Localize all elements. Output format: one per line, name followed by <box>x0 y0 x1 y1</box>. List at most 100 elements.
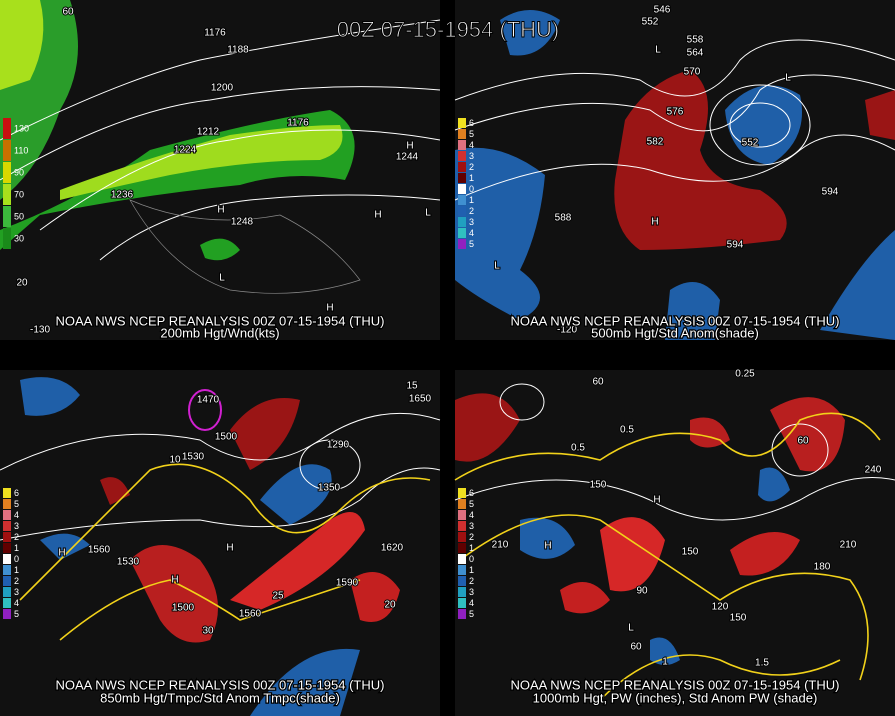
anomaly-shade <box>350 572 400 622</box>
contour-label: 1500 <box>215 432 238 443</box>
contour-label: 60 <box>62 7 74 18</box>
colorbar-label: 2 <box>469 576 474 586</box>
colorbar-swatch <box>3 554 11 564</box>
contour-label: 1224 <box>174 145 197 156</box>
colorbar-swatch <box>458 129 466 139</box>
colorbar-swatch <box>458 206 466 216</box>
caption: NOAA NWS NCEP REANALYSIS 00Z 07-15-1954 … <box>511 313 840 328</box>
anomaly-shade <box>820 230 895 340</box>
colorbar-swatch <box>3 140 11 161</box>
colorbar-label: 2 <box>469 206 474 216</box>
colorbar-label: 4 <box>469 228 474 238</box>
colorbar-label: 30 <box>14 233 24 243</box>
anomaly-shade <box>455 393 520 462</box>
contour-label: 60 <box>592 377 604 388</box>
colorbar-swatch <box>3 598 11 608</box>
colorbar-label: 1 <box>14 565 19 575</box>
contour-label: 1560 <box>239 609 262 620</box>
contour-label: 10 <box>169 455 181 466</box>
colorbar-label: 50 <box>14 211 24 221</box>
colorbar-label: 1 <box>469 173 474 183</box>
colorbar-swatch <box>458 228 466 238</box>
colorbar-swatch <box>458 510 466 520</box>
contour-label: 1.5 <box>755 658 769 669</box>
colorbar-label: 90 <box>14 167 24 177</box>
contour-label: 120 <box>712 602 729 613</box>
isotherm <box>188 389 222 431</box>
contour-label: 150 <box>730 613 747 624</box>
anomaly-shade <box>230 512 365 610</box>
contour-label: -120 <box>557 325 577 336</box>
panel-500mb <box>454 0 895 340</box>
contour-label: L <box>494 261 500 272</box>
contour-label: 594 <box>822 187 839 198</box>
contour-label: 1590 <box>336 578 359 589</box>
panel-1000mb <box>454 370 895 716</box>
contour-label: -130 <box>30 325 50 336</box>
colorbar-label: 5 <box>469 499 474 509</box>
colorbar-swatch <box>458 173 466 183</box>
contour-label: 0.25 <box>735 369 755 380</box>
contour-label: 552 <box>742 138 759 149</box>
contour-label: 1200 <box>211 83 234 94</box>
contour <box>0 467 441 541</box>
map-title: 00Z 07-15-1954 (THU) <box>337 17 560 42</box>
colorbar-label: 2 <box>14 532 19 542</box>
colorbar-swatch <box>458 217 466 227</box>
anomaly-shade <box>770 397 845 472</box>
contour-label: 1 <box>662 657 668 668</box>
pw-contour <box>454 412 881 481</box>
anomaly-shade <box>600 517 665 592</box>
contour <box>454 134 895 201</box>
colorbar-label: 5 <box>14 499 19 509</box>
caption: 200mb Hgt/Wnd(kts) <box>160 325 279 340</box>
colorbar-swatch <box>458 118 466 128</box>
coastline <box>129 199 361 294</box>
contour-label: H <box>406 141 413 152</box>
contour-label: 60 <box>630 642 642 653</box>
colorbar-label: 5 <box>469 129 474 139</box>
wind-shade <box>60 125 343 200</box>
contour-label: 20 <box>384 600 396 611</box>
caption: 1000mb Hgt, PW (inches), Std Anom PW (sh… <box>533 690 818 705</box>
contour <box>499 383 545 421</box>
colorbar-label: 1 <box>469 565 474 575</box>
contour-label: 90 <box>636 586 648 597</box>
anomaly-shade <box>560 582 610 614</box>
contour-label: 1620 <box>381 543 404 554</box>
contour-label: 564 <box>687 48 704 59</box>
contour-label: H <box>58 548 65 559</box>
contour-label: 0.5 <box>571 443 585 454</box>
contour-label: 15 <box>406 381 418 392</box>
colorbar-label: 6 <box>469 488 474 498</box>
contour <box>454 39 895 101</box>
anomaly-shade <box>20 377 80 416</box>
anomaly-shade <box>650 637 680 665</box>
contour-label: 594 <box>727 240 744 251</box>
colorbar-label: 5 <box>14 609 19 619</box>
colorbar-swatch <box>3 206 11 227</box>
colorbar-label: 6 <box>469 118 474 128</box>
contour <box>39 129 441 231</box>
anomaly-shade <box>130 545 218 643</box>
colorbar-swatch <box>458 140 466 150</box>
contour <box>299 439 361 491</box>
colorbar-swatch <box>458 598 466 608</box>
contour-label: 552 <box>642 17 659 28</box>
colorbar-swatch <box>3 521 11 531</box>
contour-label: 1350 <box>318 483 341 494</box>
colorbar-swatch <box>458 239 466 249</box>
contour <box>0 19 441 141</box>
colorbar-label: 6 <box>14 488 19 498</box>
colorbar-label: 4 <box>469 140 474 150</box>
panel-200mb <box>0 0 441 340</box>
contour-label: L <box>219 273 225 284</box>
contour-label: 1290 <box>327 440 350 451</box>
colorbar-swatch <box>3 565 11 575</box>
contour-label: H <box>217 205 224 216</box>
caption: 850mb Hgt/Tmpc/Std Anom Tmpc(shade) <box>100 690 340 705</box>
caption: NOAA NWS NCEP REANALYSIS 00Z 07-15-1954 … <box>56 313 385 328</box>
contour-label: 1188 <box>227 45 249 56</box>
colorbar-label: 0 <box>469 184 474 194</box>
contour-label: L <box>425 208 431 219</box>
